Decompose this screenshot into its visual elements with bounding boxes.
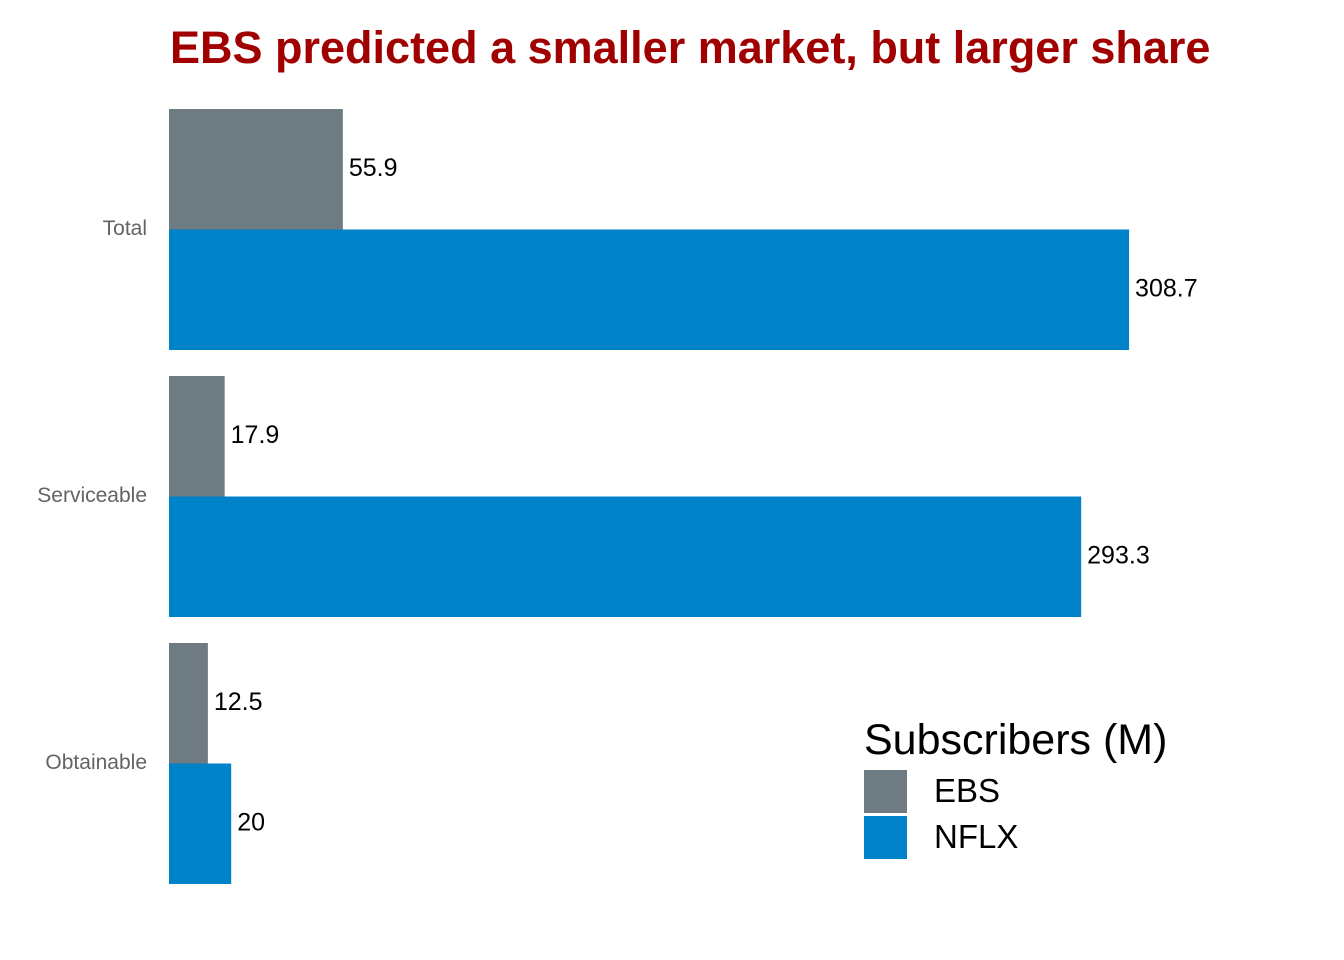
value-label-nflx-serviceable: 293.3 [1087,541,1150,569]
legend: Subscribers (M) EBS NFLX [864,712,1167,860]
legend-label-ebs: EBS [934,772,1001,809]
bar-nflx-serviceable [169,496,1082,617]
legend-title: Subscribers (M) [864,716,1168,764]
bar-ebs-obtainable [169,643,208,764]
category-label-serviceable: Serviceable [37,484,147,507]
bar-nflx-obtainable [169,763,232,884]
legend-swatch-ebs [864,769,907,813]
value-label-ebs-serviceable: 17.9 [231,421,280,449]
legend-swatch-nflx [864,815,907,859]
value-label-nflx-total: 308.7 [1135,274,1198,302]
legend-item-ebs: EBS [864,768,1167,814]
legend-label-nflx: NFLX [934,818,1019,855]
value-label-nflx-obtainable: 20 [237,808,265,836]
value-label-ebs-obtainable: 12.5 [214,688,263,716]
bar-ebs-total [169,109,343,230]
chart-title: EBS predicted a smaller market, but larg… [170,22,1211,73]
category-label-obtainable: Obtainable [45,751,147,774]
legend-item-nflx: NFLX [864,814,1167,860]
value-label-ebs-total: 55.9 [349,154,398,182]
bar-ebs-serviceable [169,376,225,497]
bar-nflx-total [169,229,1130,350]
category-label-total: Total [103,217,147,240]
